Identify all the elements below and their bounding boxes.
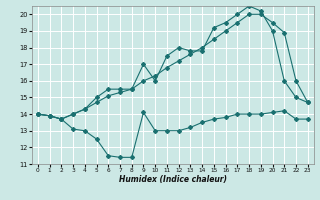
X-axis label: Humidex (Indice chaleur): Humidex (Indice chaleur) [119,175,227,184]
